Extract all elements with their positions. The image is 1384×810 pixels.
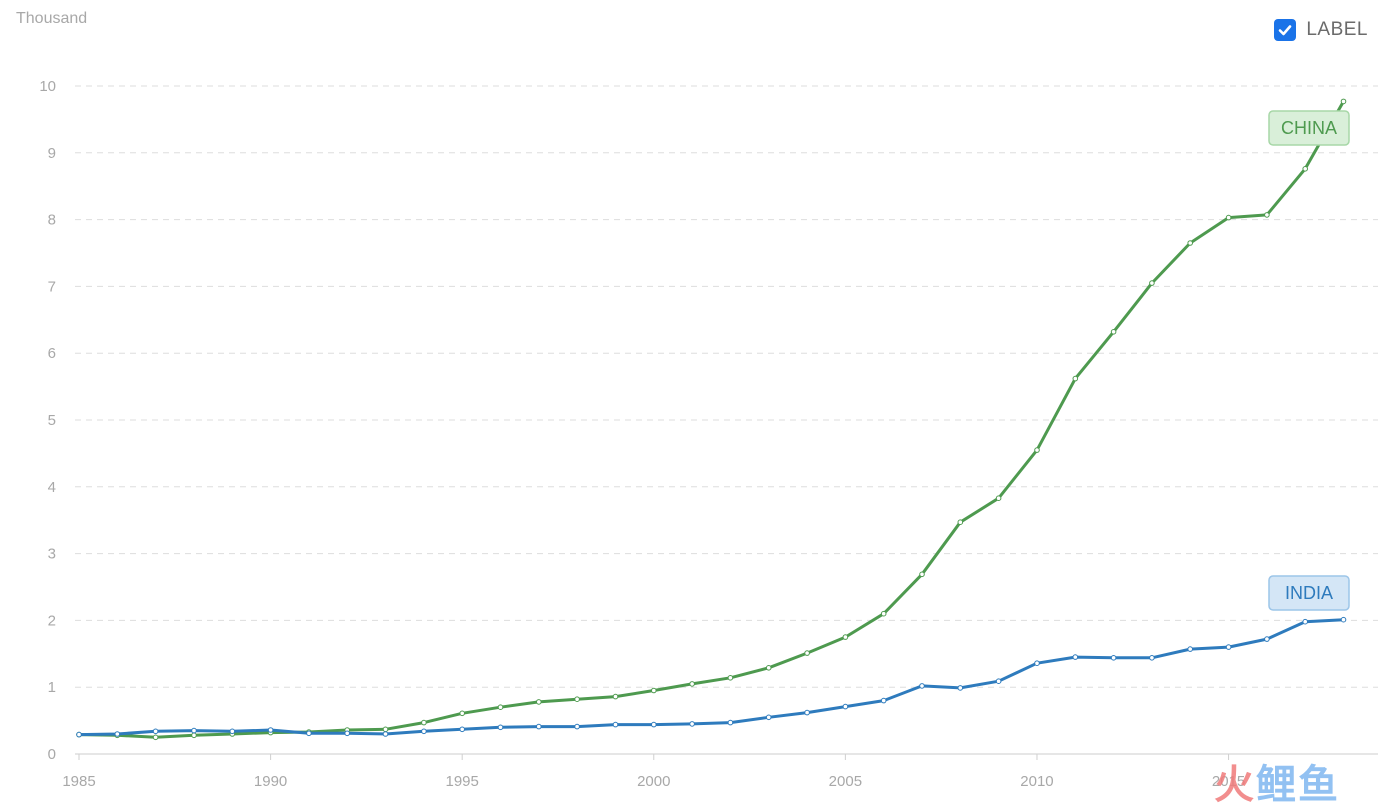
point-india-1990 (267, 727, 274, 733)
point-china-2005 (842, 634, 849, 640)
point-india-1988 (191, 727, 197, 734)
point-china-1998 (574, 696, 580, 703)
axes: 0 1 2 3 4 5 6 7 8 9 10 1985 1990 1995 2000 2005 2010 2015 (39, 78, 1378, 790)
series-label-india: INDIA (1285, 583, 1333, 603)
point-india-2014 (1187, 646, 1193, 652)
point-china-1993 (382, 726, 389, 733)
point-china-1999 (612, 693, 619, 700)
point-china-2001 (689, 681, 695, 687)
y-tick-label-1: 1 (48, 679, 56, 696)
x-tick-label-2000: 2000 (637, 773, 670, 790)
point-china-2007 (919, 571, 925, 578)
series-label-china: CHINA (1281, 118, 1337, 138)
point-india-1987 (152, 728, 159, 735)
point-india-2013 (1149, 655, 1155, 661)
point-india-2001 (689, 721, 695, 727)
series-line-china (77, 99, 1345, 739)
point-india-1995 (459, 726, 466, 733)
point-india-2011 (1072, 654, 1079, 660)
y-tick-label-0: 0 (48, 746, 56, 763)
y-tick-label-4: 4 (48, 479, 56, 496)
point-china-1997 (536, 699, 542, 705)
label-toggle-text: LABEL (1306, 19, 1368, 40)
point-india-1996 (497, 724, 504, 731)
point-china-2008 (957, 519, 964, 526)
y-tick-label-8: 8 (48, 212, 56, 229)
point-china-1988 (191, 732, 197, 739)
point-india-2009 (995, 678, 1002, 685)
point-china-2017 (1302, 166, 1308, 172)
point-india-1985 (76, 731, 82, 738)
series-label-box-china (1268, 110, 1350, 146)
point-china-2009 (995, 495, 1002, 502)
point-india-2004 (804, 709, 810, 716)
point-china-2013 (1149, 280, 1155, 286)
y-tick-label-9: 9 (48, 145, 56, 162)
point-india-1998 (574, 723, 580, 730)
point-china-2004 (804, 650, 810, 656)
x-tick-label-1990: 1990 (254, 773, 287, 790)
y-tick-label-10: 10 (39, 78, 56, 95)
point-india-2005 (842, 703, 849, 710)
x-tick-label-2015: 2015 (1212, 773, 1245, 790)
point-china-2003 (765, 665, 772, 671)
series-label-box-india (1268, 575, 1350, 611)
point-china-2018 (1340, 98, 1347, 105)
point-india-2015 (1225, 644, 1232, 650)
point-india-2007 (919, 683, 925, 689)
point-india-1989 (229, 728, 236, 735)
x-tick-label-1985: 1985 (62, 773, 95, 790)
point-india-1986 (114, 731, 121, 737)
point-china-2002 (727, 675, 734, 681)
point-china-1995 (459, 710, 466, 717)
series-lines (76, 98, 1347, 741)
point-china-2010 (1034, 447, 1040, 453)
x-tick-label-2005: 2005 (829, 773, 862, 790)
point-india-2012 (1110, 655, 1117, 661)
label-toggle[interactable]: LABEL (1274, 19, 1368, 41)
point-india-2016 (1264, 636, 1270, 642)
point-india-2006 (880, 697, 887, 704)
point-china-2016 (1264, 212, 1270, 218)
grid-lines (75, 85, 1378, 688)
x-tick-label-1995: 1995 (445, 773, 478, 790)
point-india-1992 (344, 730, 351, 737)
y-tick-label-5: 5 (48, 412, 56, 429)
point-china-2014 (1187, 240, 1193, 246)
point-india-1999 (612, 721, 619, 728)
point-india-2010 (1034, 660, 1040, 667)
point-india-2002 (727, 719, 734, 726)
series-labels: CHINA INDIA (1268, 110, 1350, 611)
checkmark-icon (1279, 25, 1292, 36)
watermark-part1: 火 (1214, 763, 1256, 807)
point-china-1987 (152, 734, 159, 741)
point-china-2000 (651, 687, 657, 694)
point-china-2015 (1225, 214, 1232, 221)
y-tick-label-6: 6 (48, 345, 56, 362)
label-checkbox[interactable] (1274, 19, 1297, 41)
point-india-2017 (1302, 618, 1308, 625)
y-tick-label-2: 2 (48, 612, 56, 629)
point-india-1991 (306, 730, 312, 737)
watermark-logo: 火鲤鱼 (1214, 752, 1340, 810)
point-india-2000 (651, 721, 657, 728)
series-line-india (77, 618, 1345, 737)
point-china-2006 (880, 610, 887, 617)
point-india-2003 (765, 714, 772, 721)
point-india-2008 (957, 685, 964, 691)
point-china-1996 (497, 704, 504, 711)
unit-label: Thousand (16, 10, 88, 27)
point-india-1994 (421, 728, 427, 735)
point-india-2018 (1340, 616, 1347, 623)
point-china-2012 (1110, 329, 1117, 335)
point-china-2011 (1072, 375, 1079, 382)
y-tick-label-7: 7 (48, 278, 56, 295)
x-tick-label-2010: 2010 (1020, 773, 1053, 790)
y-tick-label-3: 3 (48, 546, 56, 563)
watermark-part2: 鲤鱼 (1256, 763, 1340, 807)
point-india-1997 (536, 723, 542, 730)
point-china-1994 (421, 719, 427, 726)
point-india-1993 (382, 731, 389, 737)
